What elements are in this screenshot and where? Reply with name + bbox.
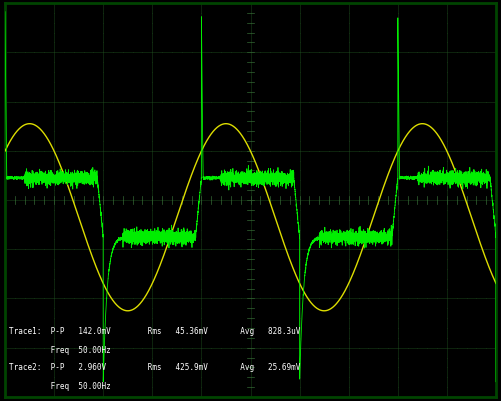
Text: Freq  50.00Hz: Freq 50.00Hz (9, 381, 111, 390)
Text: Trace2:  P-P   2.960V         Rms   425.9mV       Avg   25.69mV: Trace2: P-P 2.960V Rms 425.9mV Avg 25.69… (9, 363, 300, 371)
Text: Trace1:  P-P   142.0mV        Rms   45.36mV       Avg   828.3uV: Trace1: P-P 142.0mV Rms 45.36mV Avg 828.… (9, 326, 300, 336)
Text: Freq  50.00Hz: Freq 50.00Hz (9, 345, 111, 354)
